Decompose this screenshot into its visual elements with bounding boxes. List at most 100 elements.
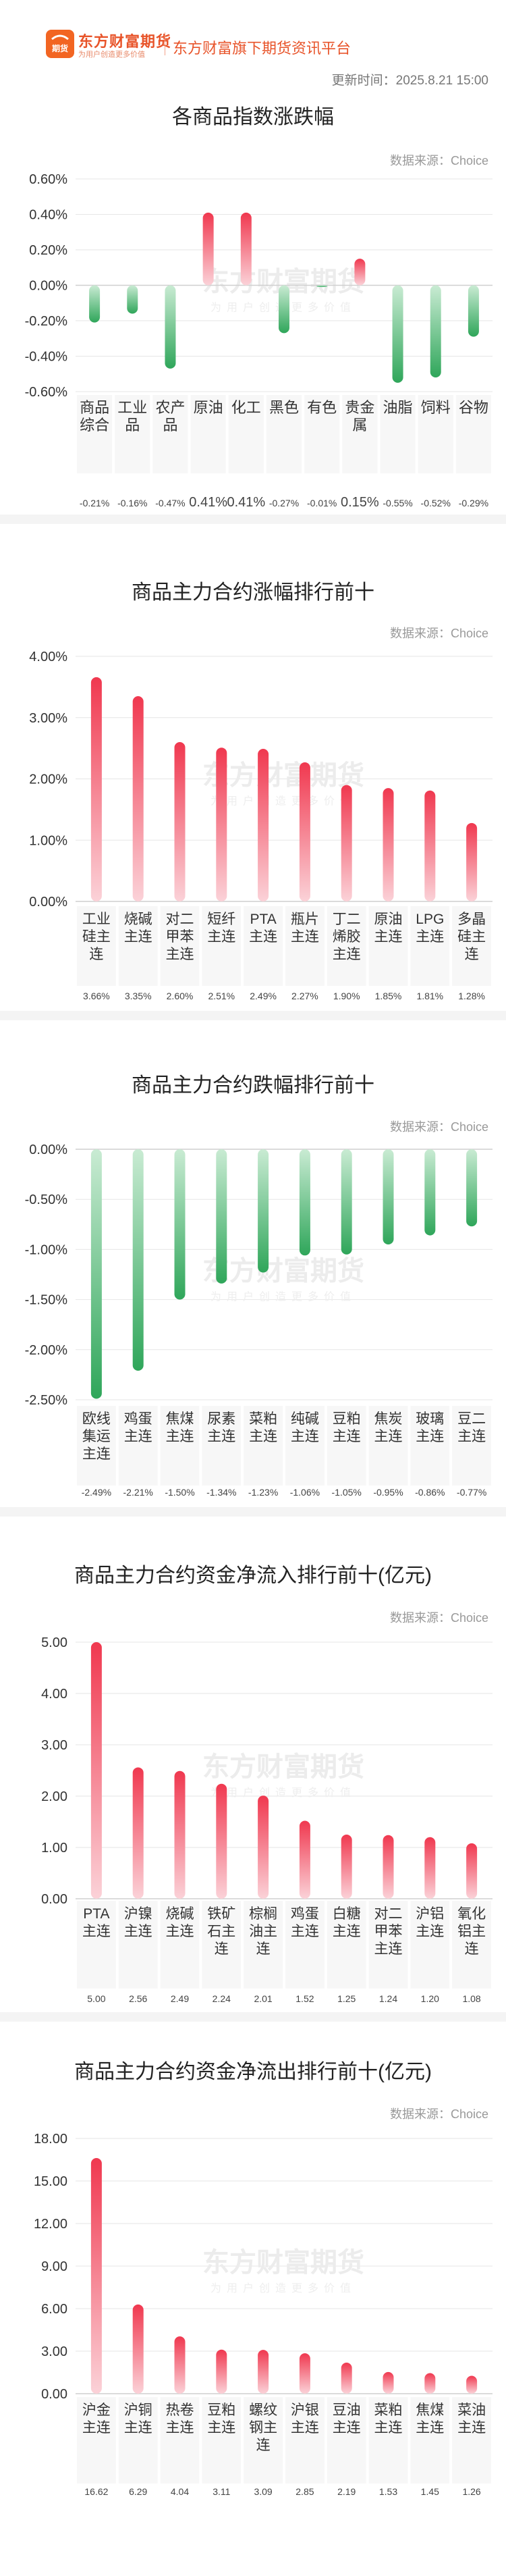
category-label: 豆粕 xyxy=(207,2402,235,2418)
category-label: 主连 xyxy=(333,2420,361,2436)
logo-text: 期货 xyxy=(52,43,68,53)
data-label: 16.62 xyxy=(84,2486,108,2497)
category-label: 菜粕 xyxy=(249,1411,277,1427)
category-label: 品 xyxy=(125,417,140,433)
category-cell xyxy=(452,2397,491,2483)
category-cell xyxy=(77,2397,116,2483)
data-label: 3.11 xyxy=(213,2486,230,2497)
category-label: 焦炭 xyxy=(374,1411,403,1427)
category-label: 对二 xyxy=(166,912,194,927)
category-label: 豆油 xyxy=(333,2402,361,2418)
chart-3-title: 商品主力合约跌幅排行前十 xyxy=(132,1074,374,1097)
watermark-subtext: 为用户创造更多价值 xyxy=(210,2282,356,2294)
category-label: 主连 xyxy=(291,929,319,945)
category-cell xyxy=(418,395,453,473)
y-tick-label: 2.00% xyxy=(29,772,67,787)
category-label: 主连 xyxy=(457,1429,486,1444)
bar xyxy=(216,1149,227,1284)
y-tick-label: 0.00% xyxy=(29,279,67,294)
category-label: 主连 xyxy=(416,929,444,945)
data-label: 2.49% xyxy=(250,991,277,1001)
category-label: 烧碱 xyxy=(166,1906,194,1922)
category-label: 主连 xyxy=(333,947,361,962)
brand-name: 东方财富期货 xyxy=(78,33,172,51)
bar xyxy=(383,2371,394,2394)
category-label: 多晶 xyxy=(457,912,486,927)
category-cell xyxy=(202,2397,242,2483)
data-label: 1.45 xyxy=(421,2486,439,2497)
category-cell xyxy=(285,1406,325,1486)
category-cell xyxy=(455,395,491,473)
page-header: 期货 东方财富期货 为用户创造更多价值 东方财富旗下期货资讯平台 更新时间：20… xyxy=(0,0,506,95)
y-tick-label: -0.20% xyxy=(25,314,68,329)
bar xyxy=(354,259,366,286)
data-label: 0.15% xyxy=(341,495,379,510)
bar xyxy=(90,677,102,901)
category-label: 短纤 xyxy=(207,912,235,927)
category-label: 玻璃 xyxy=(416,1411,444,1427)
y-tick-label: 0.00% xyxy=(29,895,67,910)
category-label: 焦煤 xyxy=(166,1411,194,1427)
category-cell xyxy=(160,2397,200,2483)
category-cell xyxy=(410,906,450,986)
category-label: 主连 xyxy=(416,2420,444,2436)
data-label: -0.29% xyxy=(459,498,488,508)
category-label: 黑色 xyxy=(269,399,299,416)
category-cell xyxy=(202,1901,242,1989)
y-tick-label: 3.00% xyxy=(29,711,67,726)
category-label: 主连 xyxy=(207,2420,235,2436)
data-label: 1.20 xyxy=(421,1993,439,2004)
y-tick-label: -0.50% xyxy=(25,1192,68,1207)
chart-2-source: 数据来源：Choice xyxy=(389,627,488,640)
bar xyxy=(341,1149,352,1255)
platform-name: 东方财富旗下期货资讯平台 xyxy=(173,40,352,57)
y-tick-label: -0.40% xyxy=(25,350,68,365)
category-label: 原油 xyxy=(374,912,403,927)
y-tick-label: 4.00 xyxy=(41,1687,67,1702)
bar xyxy=(299,762,310,901)
bar xyxy=(258,1149,269,1273)
bar xyxy=(341,785,352,901)
category-label: 主连 xyxy=(374,1429,403,1444)
category-cell xyxy=(285,1901,325,1989)
data-label: -0.77% xyxy=(457,1487,486,1498)
data-label: 2.27% xyxy=(291,991,318,1001)
y-tick-label: -2.50% xyxy=(25,1393,68,1408)
data-label: 1.25 xyxy=(337,1993,356,2004)
section-divider xyxy=(0,1011,506,1020)
category-cell xyxy=(368,1901,408,1989)
category-label: 主连 xyxy=(124,1924,152,1939)
category-label: PTA xyxy=(83,1906,109,1922)
category-label: 主连 xyxy=(374,1941,403,1957)
category-label: 沪镍 xyxy=(124,1906,152,1922)
chart-4-title: 商品主力合约资金净流入排行前十(亿元) xyxy=(74,1565,432,1587)
category-cell xyxy=(152,395,188,473)
bar xyxy=(258,1795,269,1899)
bar xyxy=(468,285,479,337)
category-label: 工业 xyxy=(82,912,111,927)
bar xyxy=(174,1770,186,1899)
category-cell xyxy=(452,906,491,986)
chart-1-index-change: 0.60%0.40%0.20%0.00%-0.20%-0.40%-0.60%东方… xyxy=(25,172,493,510)
y-tick-label: 6.00 xyxy=(41,2302,67,2317)
category-label: 集运 xyxy=(82,1429,111,1444)
category-label: 硅主 xyxy=(457,929,486,945)
category-label: 化工 xyxy=(231,399,261,416)
category-label: 沪铝 xyxy=(416,1906,444,1922)
data-label: -0.55% xyxy=(383,498,412,508)
category-cell xyxy=(342,395,378,473)
bar xyxy=(430,285,441,377)
data-label: -2.21% xyxy=(123,1487,153,1498)
category-label: 连 xyxy=(256,1941,271,1957)
category-label: 烧碱 xyxy=(124,912,152,927)
category-cell xyxy=(190,395,226,473)
data-label: 1.85% xyxy=(375,991,402,1001)
category-label: 丁二 xyxy=(333,912,361,927)
data-label: 5.00 xyxy=(87,1993,105,2004)
category-label: 主连 xyxy=(82,1924,111,1939)
data-label: 2.01 xyxy=(254,1993,272,2004)
category-cell xyxy=(452,1901,491,1989)
category-label: PTA xyxy=(250,912,276,927)
bar xyxy=(127,285,138,314)
watermark-text: 东方财富期货 xyxy=(202,1751,364,1783)
